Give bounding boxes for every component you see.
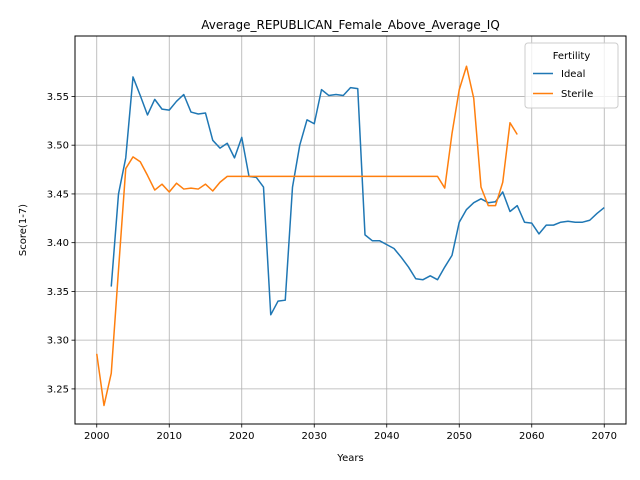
plot-frame: [74, 35, 627, 425]
series-line-sterile: [96, 65, 518, 407]
legend-box: [524, 42, 619, 109]
y-tick-label: 3.50: [47, 141, 69, 152]
y-tick-label: 3.55: [47, 92, 69, 103]
legend-label-ideal: Ideal: [561, 69, 585, 80]
x-axis-label: Years: [336, 453, 363, 464]
series-lines: [96, 65, 605, 407]
axis-ticks: 2000 2010 2020 2030 2040 2050 2060 2070 3.25 3.30…: [47, 92, 617, 442]
legend-title: Fertility: [553, 51, 591, 62]
y-axis-label: Score(1-7): [18, 204, 29, 256]
x-tick-label: 2010: [157, 431, 182, 442]
legend-items: Ideal Sterile: [533, 69, 593, 100]
x-tick-label: 2000: [84, 431, 109, 442]
legend-label-sterile: Sterile: [561, 89, 593, 100]
x-tick-label: 2030: [302, 431, 327, 442]
x-tick-label: 2060: [519, 431, 544, 442]
chart-title: Average_REPUBLICAN_Female_Above_Average_…: [201, 18, 500, 32]
y-tick-label: 3.45: [47, 189, 69, 200]
legend: Fertility Ideal Sterile: [524, 42, 619, 109]
y-tick-label: 3.35: [47, 287, 69, 298]
y-tick-label: 3.25: [47, 384, 69, 395]
series-line-ideal: [110, 76, 605, 316]
x-tick-label: 2050: [447, 431, 472, 442]
x-tick-label: 2070: [592, 431, 617, 442]
x-tick-label: 2020: [229, 431, 254, 442]
x-tick-label: 2040: [374, 431, 399, 442]
y-tick-label: 3.30: [47, 336, 69, 347]
y-tick-label: 3.40: [47, 238, 69, 249]
